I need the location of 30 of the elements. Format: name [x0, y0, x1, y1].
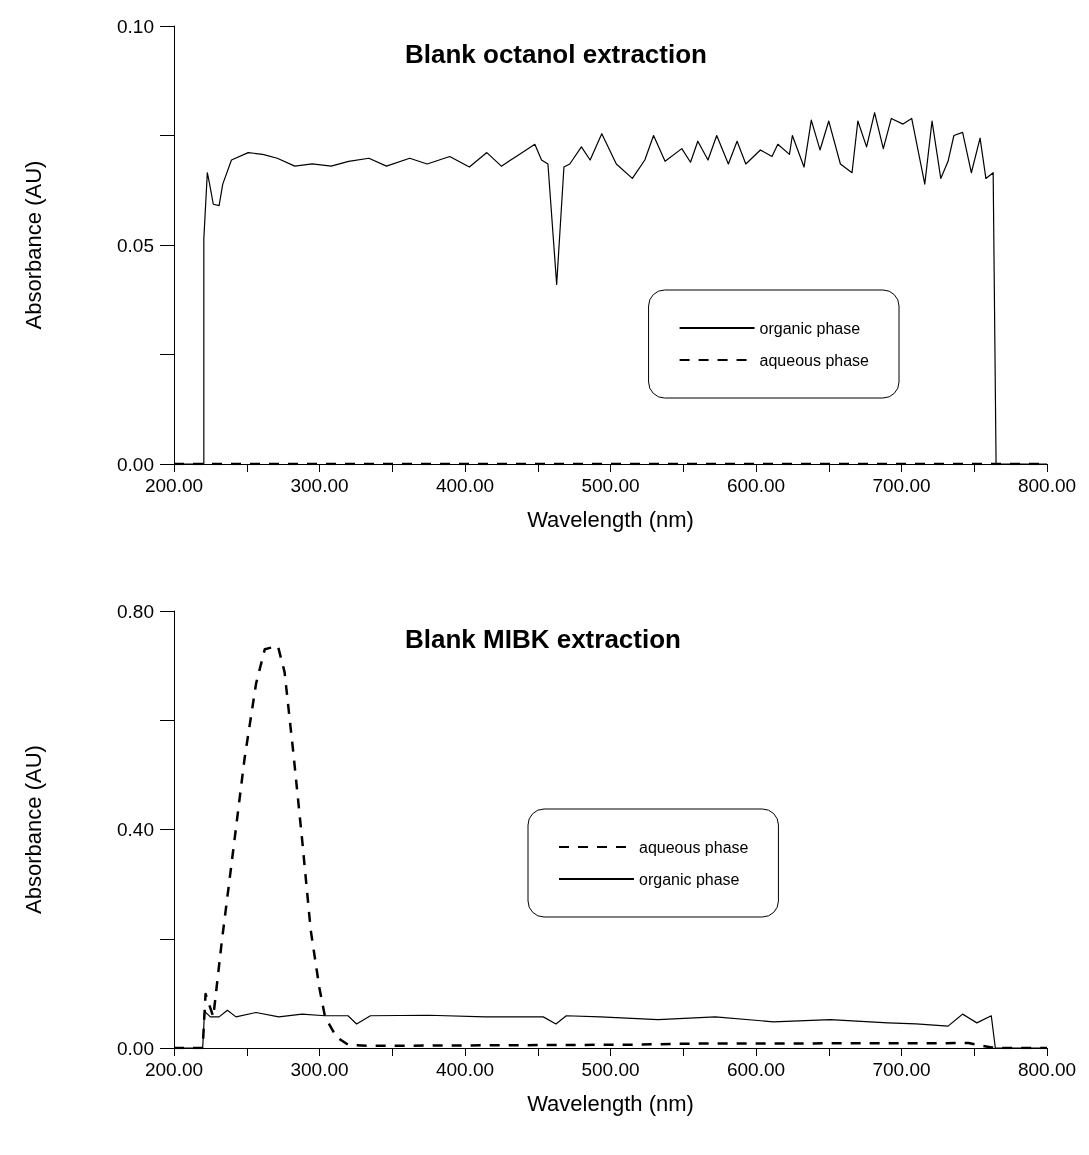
x-tick-label: 800.00 [1017, 475, 1077, 496]
x-tick-label: 600.00 [726, 1059, 786, 1080]
x-axis-title: Wavelength (nm) [527, 506, 694, 532]
x-tick-label: 400.00 [435, 1059, 495, 1080]
legend-label: organic phase [759, 319, 861, 337]
y-tick-label: 0.40 [117, 819, 154, 840]
x-tick-label: 600.00 [726, 475, 786, 496]
x-axis-title: Wavelength (nm) [527, 1090, 694, 1116]
x-tick-label: 800.00 [1017, 1059, 1077, 1080]
x-tick-label: 300.00 [290, 1059, 349, 1080]
y-tick-label: 0.10 [117, 15, 154, 37]
x-tick-label: 300.00 [290, 475, 349, 496]
x-tick-label: 200.00 [144, 1059, 204, 1080]
x-tick-label: 700.00 [872, 475, 931, 496]
x-tick-label: 500.00 [581, 1059, 640, 1080]
x-tick-label: 400.00 [435, 475, 495, 496]
text: Blank MIBK extraction [405, 624, 681, 654]
y-tick-label: 0.80 [117, 600, 154, 622]
x-tick-label: 200.00 [144, 475, 204, 496]
y-tick-label: 0.00 [117, 453, 154, 475]
y-tick-label: 0.05 [117, 234, 154, 256]
y-tick-label: 0.00 [117, 1037, 154, 1059]
legend-label: aqueous phase [639, 838, 749, 856]
x-tick-label: 700.00 [872, 1059, 931, 1080]
y-axis-title: Absorbance (AU) [20, 745, 46, 914]
x-tick-label: 500.00 [581, 475, 640, 496]
text: Blank octanol extraction [405, 39, 707, 69]
legend-label: aqueous phase [759, 351, 870, 369]
y-axis-title: Absorbance (AU) [20, 160, 46, 330]
legend-label: organic phase [639, 870, 740, 888]
